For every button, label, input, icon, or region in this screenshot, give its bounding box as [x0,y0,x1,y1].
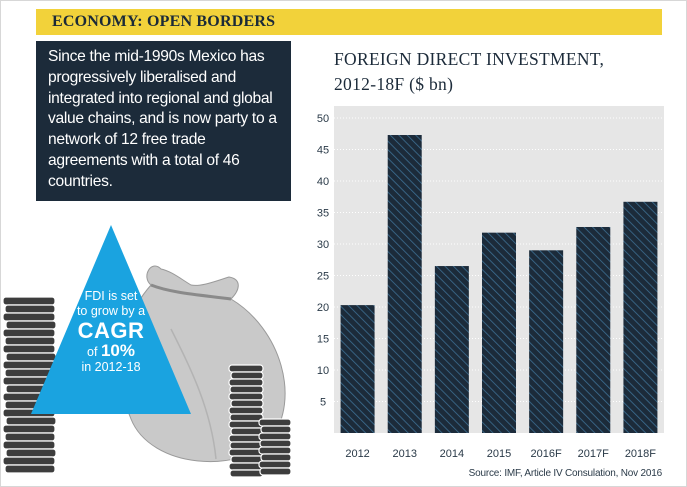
bar-2017f [576,226,611,433]
chart-title-line1: FOREIGN DIRECT INVESTMENT, [334,49,605,69]
y-tick-label: 10 [317,365,329,377]
intro-text: Since the mid-1990s Mexico has progressi… [48,48,277,190]
chart-title: FOREIGN DIRECT INVESTMENT, 2012-18F ($ b… [334,47,664,97]
y-tick-label: 50 [317,113,329,125]
bar-2014 [434,266,469,433]
callout-triangle [31,225,191,414]
y-tick-label: 40 [317,176,329,188]
callout-cagr: CAGR [77,318,145,343]
coin-stack-left-icon [2,296,57,474]
coin-stack-right-icon [228,364,292,478]
callout-percent: 10% [100,341,135,360]
y-tick-labels: 5 10 15 20 25 30 35 40 45 50 [317,113,329,409]
bar-2016f [529,250,564,433]
bar-2012 [340,305,375,433]
money-illustration [2,225,292,478]
callout-text: FDI is set to grow by a CAGR of 10% in 2… [41,289,181,375]
callout-line2: to grow by a [76,304,146,318]
x-tick-label: 2018F [625,448,656,460]
y-tick-label: 15 [317,334,329,346]
y-tick-label: 20 [317,302,329,314]
x-tick-label: 2013 [392,448,416,460]
callout-line4: of 10% [41,341,181,360]
callout-of: of [87,345,98,359]
y-tick-label: 25 [317,271,329,283]
intro-box: Since the mid-1990s Mexico has progressi… [36,41,291,201]
y-tick-label: 35 [317,208,329,220]
bar-2015 [482,232,516,433]
chart-title-line2: 2012-18F ($ bn) [334,74,454,94]
x-tick-label: 2016F [531,448,562,460]
bar-2013 [387,135,422,433]
source-note: Source: IMF, Article IV Consulation, Nov… [468,468,663,479]
callout-line1: FDI is set [84,289,138,303]
x-tick-label: 2017F [578,448,609,460]
y-tick-label: 45 [317,145,329,157]
bars [340,135,658,433]
x-tick-label: 2012 [345,448,369,460]
x-tick-label: 2014 [440,448,464,460]
callout-period: in 2012-18 [81,360,141,374]
x-tick-labels: 2012 2013 2014 2015 2016F 2017F 2018F [345,448,656,460]
y-tick-label: 5 [320,397,326,409]
x-tick-label: 2015 [487,448,511,460]
header-title: ECONOMY: OPEN BORDERS [52,13,276,30]
y-tick-label: 30 [317,239,329,251]
header-bar: ECONOMY: OPEN BORDERS [36,9,662,35]
bar-2018f [623,201,658,433]
